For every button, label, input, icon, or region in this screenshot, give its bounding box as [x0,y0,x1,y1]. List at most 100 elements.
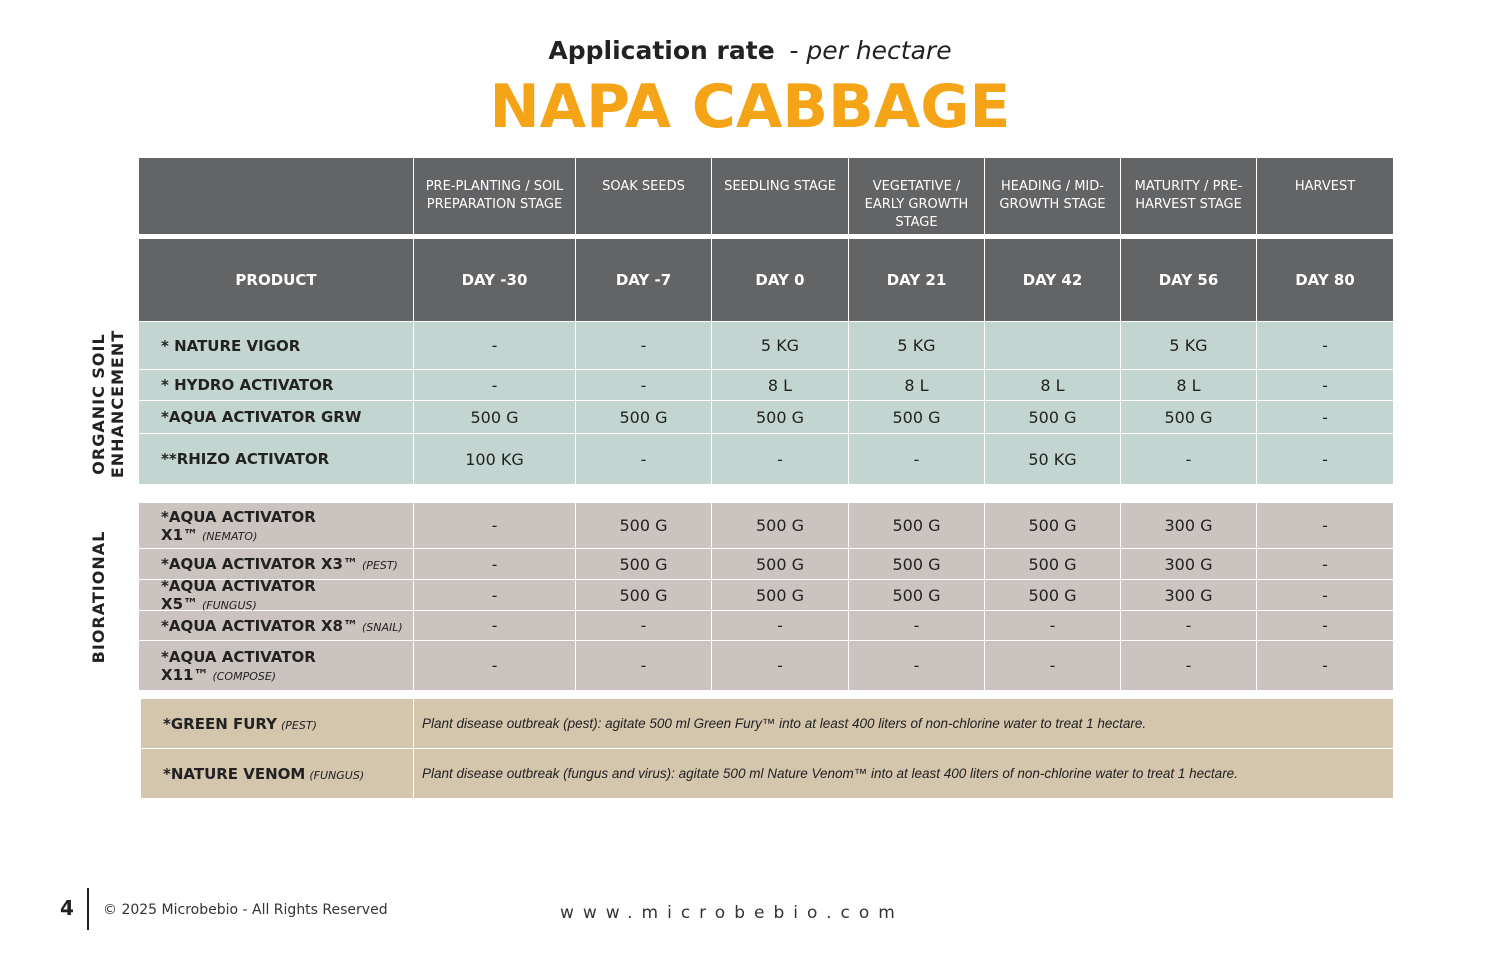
group-label: BIORATIONAL [88,530,108,664]
rate-cell: 500 G [576,580,712,611]
treatment-instructions: Plant disease outbreak (fungus and virus… [414,749,1394,799]
product-name: *AQUA ACTIVATOR X11™ (COMPOSE) [139,641,414,691]
rate-cell: 500 G [849,580,985,611]
stage-header: HARVEST [1257,158,1394,235]
rate-cell: - [849,434,985,485]
product-note: (SNAIL) [361,620,403,634]
rate-cell: - [712,434,849,485]
rate-cell: 500 G [712,503,849,549]
rate-cell: - [1257,549,1394,580]
rate-cell: - [414,549,576,580]
rate-cell: - [1257,580,1394,611]
product-name: *AQUA ACTIVATOR X5™ (FUNGUS) [139,577,414,613]
product-name: **RHIZO ACTIVATOR [139,434,414,485]
rate-cell: - [414,641,576,691]
copyright: © 2025 Microbebio - All Rights Reserved [103,902,388,918]
stage-header: SEEDLING STAGE [712,158,849,235]
rate-cell: - [1257,434,1394,485]
rate-cell: - [1121,641,1257,691]
product: *AQUA ACTIVATOR X1™ [161,507,316,544]
product-name: *AQUA ACTIVATOR X1™ (NEMATO) [139,503,414,549]
day-header: DAY -7 [576,239,712,322]
product: *GREEN FURY [163,714,277,733]
rate-cell: 500 G [849,401,985,434]
rate-cell: - [1257,322,1394,370]
day-header: DAY -30 [414,239,576,322]
product: * NATURE VIGOR [161,336,301,355]
product: *AQUA ACTIVATOR X5™ [161,577,316,613]
rate-cell: 50 KG [985,434,1121,485]
rate-cell: 8 L [985,370,1121,401]
rate-cell: 500 G [985,503,1121,549]
group-label: ORGANIC SOIL ENHANCEMENT [89,329,127,478]
product-note: (PEST) [361,559,398,572]
rate-cell: - [414,503,576,549]
day-header: DAY 0 [712,239,849,322]
rate-cell: - [985,641,1121,691]
rate-cell: - [1257,503,1394,549]
product-note: (COMPOSE) [212,669,277,683]
product: * HYDRO ACTIVATOR [161,376,334,394]
product: *AQUA ACTIVATOR X8™ [161,616,358,635]
rate-cell: 500 G [1121,401,1257,434]
rate-cell: - [414,322,576,370]
product-name: *AQUA ACTIVATOR GRW [139,401,414,434]
rate-cell: - [414,580,576,611]
treatment-product: *NATURE VENOM (FUNGUS) [141,749,414,799]
rate-cell: 500 G [576,401,712,434]
rate-cell: - [414,611,576,641]
title: Application rate [548,36,775,65]
product-note: (FUNGUS) [202,599,257,612]
rate-cell: 500 G [985,401,1121,434]
product: *AQUA ACTIVATOR X3™ [161,555,358,573]
rate-cell: - [576,641,712,691]
day-header: DAY 80 [1257,239,1394,322]
product-name: * HYDRO ACTIVATOR [139,370,414,401]
day-header: DAY 21 [849,239,985,322]
product-name: *AQUA ACTIVATOR X8™ (SNAIL) [139,611,414,641]
stage-header: PRE-PLANTING / SOIL PREPARATION STAGE [414,158,576,235]
rate-cell: 500 G [414,401,576,434]
rate-cell: - [1257,370,1394,401]
rate-cell: - [712,641,849,691]
rate-cell: 500 G [985,580,1121,611]
product-header: PRODUCT [139,239,414,322]
page-number: 4 [60,896,74,920]
rate-cell: 500 G [849,503,985,549]
rate-cell: - [712,611,849,641]
day-header: DAY 56 [1121,239,1257,322]
rate-cell: - [985,611,1121,641]
treatment-instructions: Plant disease outbreak (pest): agitate 5… [414,699,1394,749]
product: *AQUA ACTIVATOR X11™ [161,647,316,684]
product: **RHIZO ACTIVATOR [161,450,330,468]
title-line: Application rate - per hectare [0,36,1500,65]
product: *NATURE VENOM [163,764,306,783]
rate-cell: 500 G [712,401,849,434]
stage-header: MATURITY / PRE-HARVEST STAGE [1121,158,1257,235]
rate-cell: - [576,434,712,485]
rate-cell: - [1121,611,1257,641]
website: www.microbebio.com [560,903,904,923]
rate-cell: 5 KG [1121,322,1257,370]
rate-cell: - [576,611,712,641]
rate-cell: 300 G [1121,549,1257,580]
rate-cell: - [576,322,712,370]
rate-cell: 8 L [712,370,849,401]
rate-cell: 500 G [576,549,712,580]
header-blank [139,158,414,235]
day-header: DAY 42 [985,239,1121,322]
divider [87,888,89,930]
product-name: *AQUA ACTIVATOR X3™ (PEST) [139,549,414,580]
rate-cell: 5 KG [712,322,849,370]
rate-cell: - [414,370,576,401]
rate-cell: 500 G [985,549,1121,580]
rate-cell: 8 L [1121,370,1257,401]
rate-cell: 500 G [576,503,712,549]
product-note: (PEST) [281,718,317,732]
rate-cell: 500 G [849,549,985,580]
product: *AQUA ACTIVATOR GRW [161,408,362,426]
subtitle: - per hectare [789,36,952,65]
rate-cell: 500 G [712,549,849,580]
rate-cell: - [1257,401,1394,434]
